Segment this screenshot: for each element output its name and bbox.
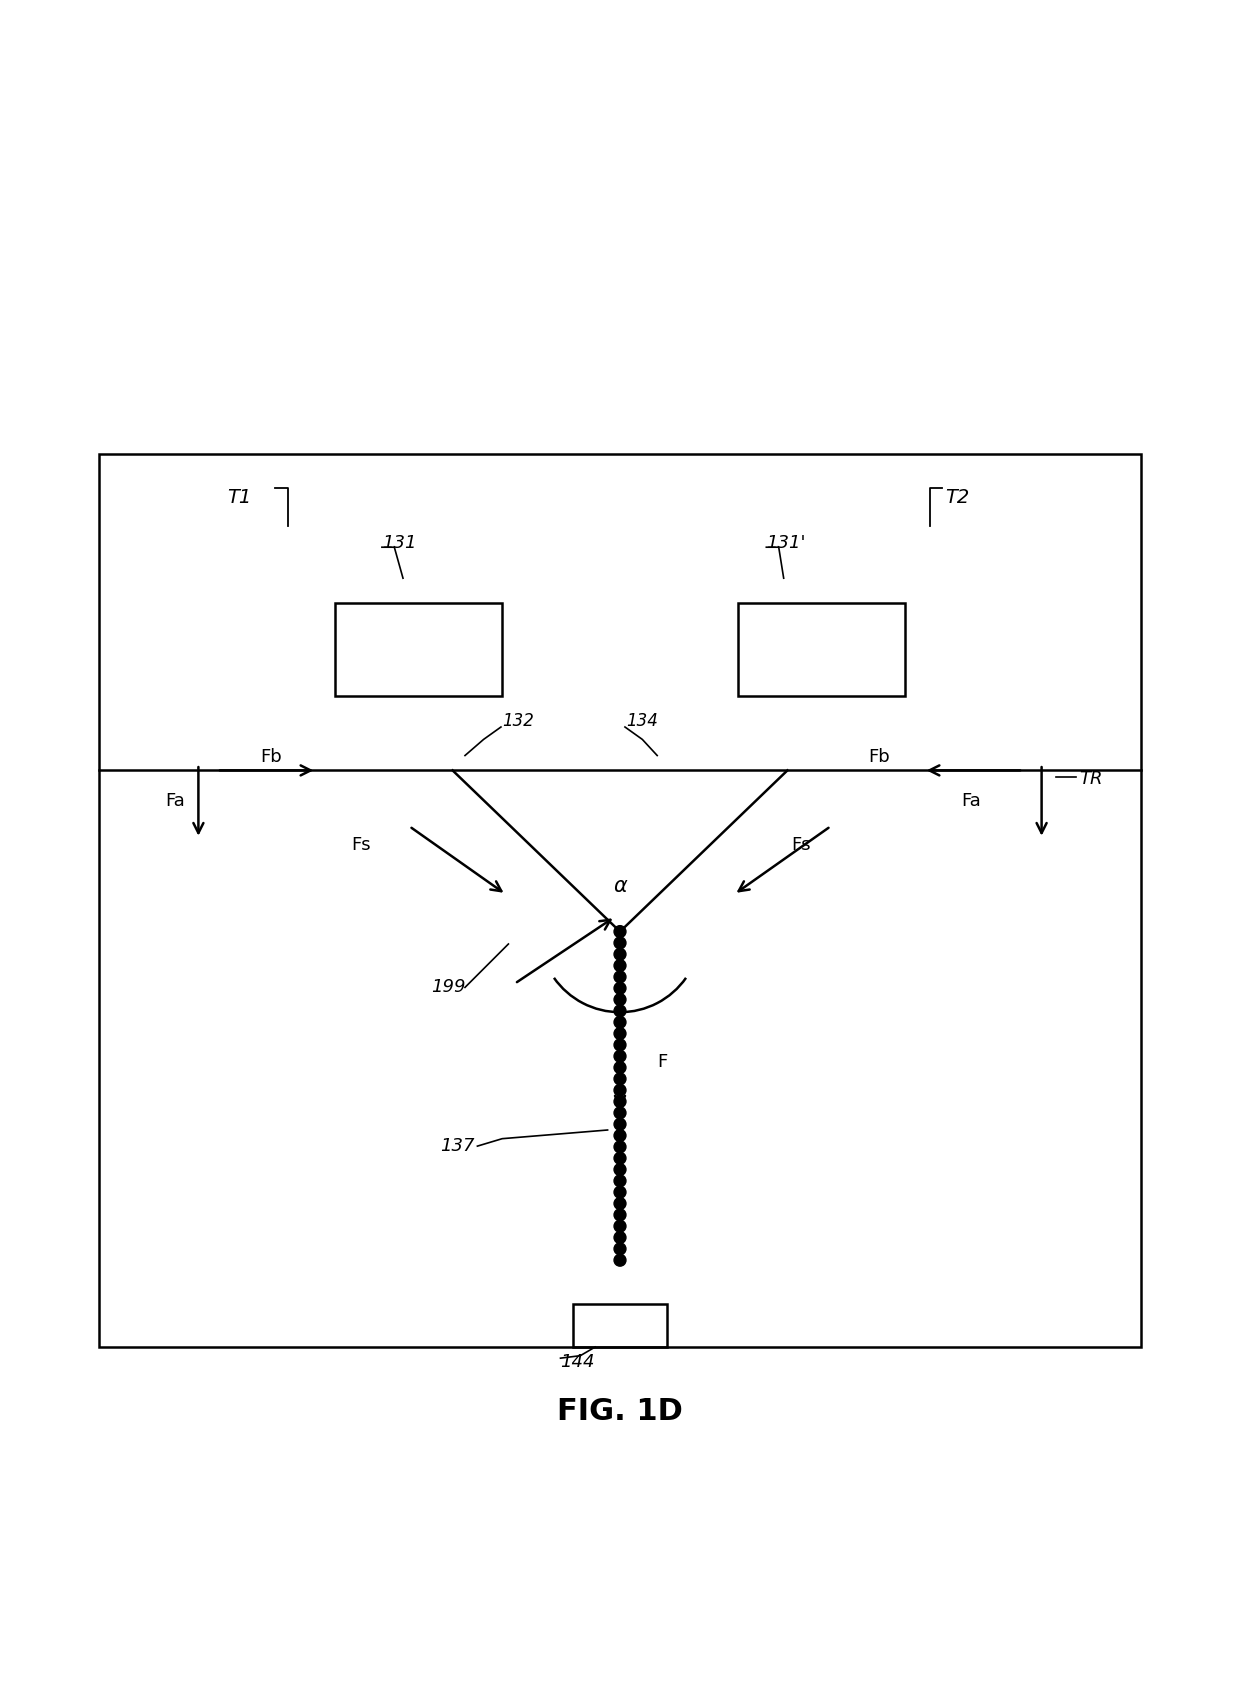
Text: F: F — [657, 1054, 667, 1071]
Circle shape — [614, 1140, 626, 1152]
Circle shape — [614, 926, 626, 938]
Text: Fs: Fs — [791, 836, 811, 854]
Text: 137: 137 — [440, 1137, 475, 1156]
Circle shape — [614, 1220, 626, 1232]
Text: 131': 131' — [766, 534, 806, 553]
Bar — [335, 603, 502, 696]
Circle shape — [614, 1232, 626, 1244]
Text: Fb: Fb — [260, 747, 283, 766]
Circle shape — [614, 1174, 626, 1186]
Circle shape — [614, 1028, 626, 1040]
Bar — [738, 603, 905, 696]
Circle shape — [614, 1130, 626, 1142]
Circle shape — [614, 960, 626, 972]
Circle shape — [614, 1050, 626, 1062]
Circle shape — [614, 948, 626, 960]
Circle shape — [614, 1118, 626, 1130]
Circle shape — [614, 1062, 626, 1074]
Circle shape — [614, 970, 626, 982]
Circle shape — [614, 1164, 626, 1176]
Circle shape — [614, 1084, 626, 1096]
Text: 144: 144 — [560, 1353, 595, 1370]
Bar — [573, 1304, 667, 1346]
Text: FIG. 1D: FIG. 1D — [557, 1397, 683, 1426]
Circle shape — [614, 938, 626, 950]
Circle shape — [614, 1004, 626, 1016]
Circle shape — [614, 1016, 626, 1028]
Bar — [99, 454, 1141, 1346]
Text: Fa: Fa — [961, 793, 981, 810]
Circle shape — [614, 1072, 626, 1084]
Text: Fb: Fb — [868, 747, 890, 766]
Text: 134: 134 — [626, 711, 658, 730]
Text: α: α — [613, 877, 627, 895]
Circle shape — [614, 994, 626, 1006]
Text: 199: 199 — [432, 979, 466, 996]
Circle shape — [614, 982, 626, 994]
Circle shape — [614, 1096, 626, 1108]
Circle shape — [614, 1242, 626, 1254]
Circle shape — [614, 1186, 626, 1198]
Text: T2: T2 — [945, 488, 970, 507]
Text: T1: T1 — [227, 488, 252, 507]
Circle shape — [614, 1254, 626, 1266]
Text: Fs: Fs — [351, 836, 371, 854]
Text: TR: TR — [1079, 769, 1102, 788]
Circle shape — [614, 1208, 626, 1220]
Circle shape — [614, 1038, 626, 1050]
Circle shape — [614, 1106, 626, 1118]
Text: 132: 132 — [502, 711, 534, 730]
Text: 131: 131 — [382, 534, 417, 553]
Circle shape — [614, 1152, 626, 1164]
Text: Fa: Fa — [165, 793, 185, 810]
Circle shape — [614, 1198, 626, 1210]
